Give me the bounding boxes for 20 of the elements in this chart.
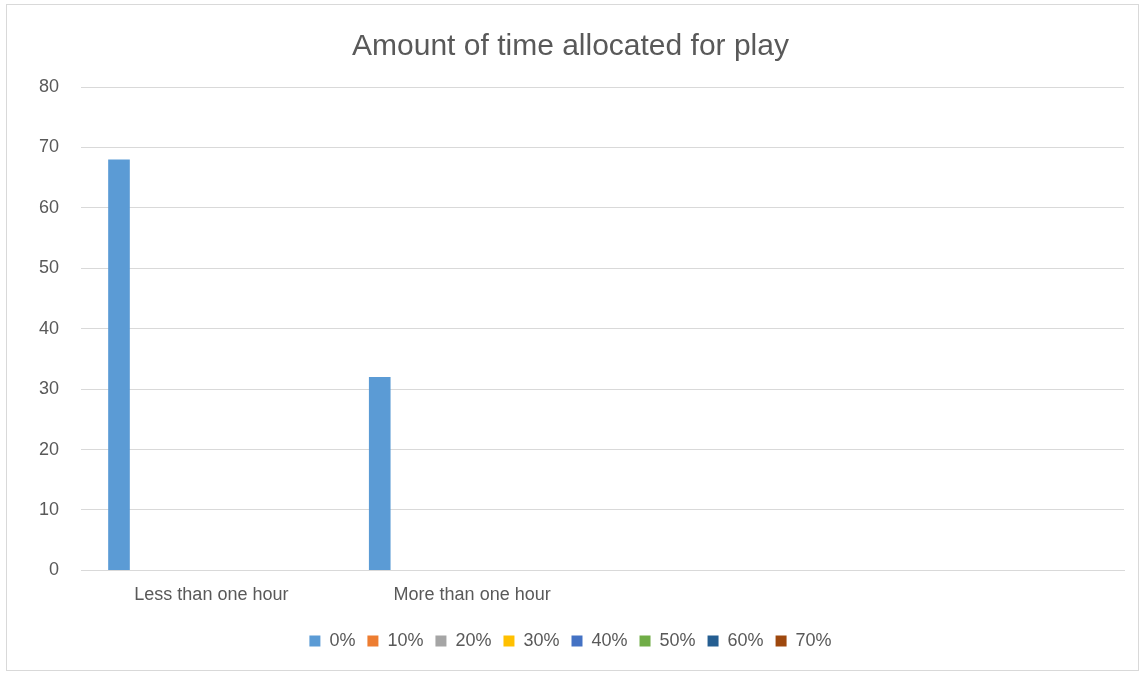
legend-label: 50% xyxy=(659,629,696,650)
y-tick-label: 40 xyxy=(38,317,60,338)
legend-label: 60% xyxy=(727,629,764,650)
y-tick-label: 10 xyxy=(38,498,60,519)
x-tick-label: Less than one hour xyxy=(134,584,289,605)
y-tick-label: 20 xyxy=(38,438,60,459)
legend-label: 10% xyxy=(387,629,424,650)
x-tick-label: More than one hour xyxy=(393,584,551,605)
y-tick-label: 50 xyxy=(38,257,60,278)
legend-label: 30% xyxy=(523,629,560,650)
y-tick-label: 80 xyxy=(38,75,60,96)
legend-label: 0% xyxy=(329,629,356,650)
chart-title: Amount of time allocated for play xyxy=(352,28,789,62)
y-tick-label: 30 xyxy=(38,378,60,399)
legend-label: 40% xyxy=(591,629,628,650)
y-tick-label: 60 xyxy=(38,196,60,217)
legend-label: 70% xyxy=(795,629,832,650)
y-tick-label: 70 xyxy=(38,136,60,157)
legend-label: 20% xyxy=(455,629,492,650)
y-tick-label: 0 xyxy=(49,559,60,580)
